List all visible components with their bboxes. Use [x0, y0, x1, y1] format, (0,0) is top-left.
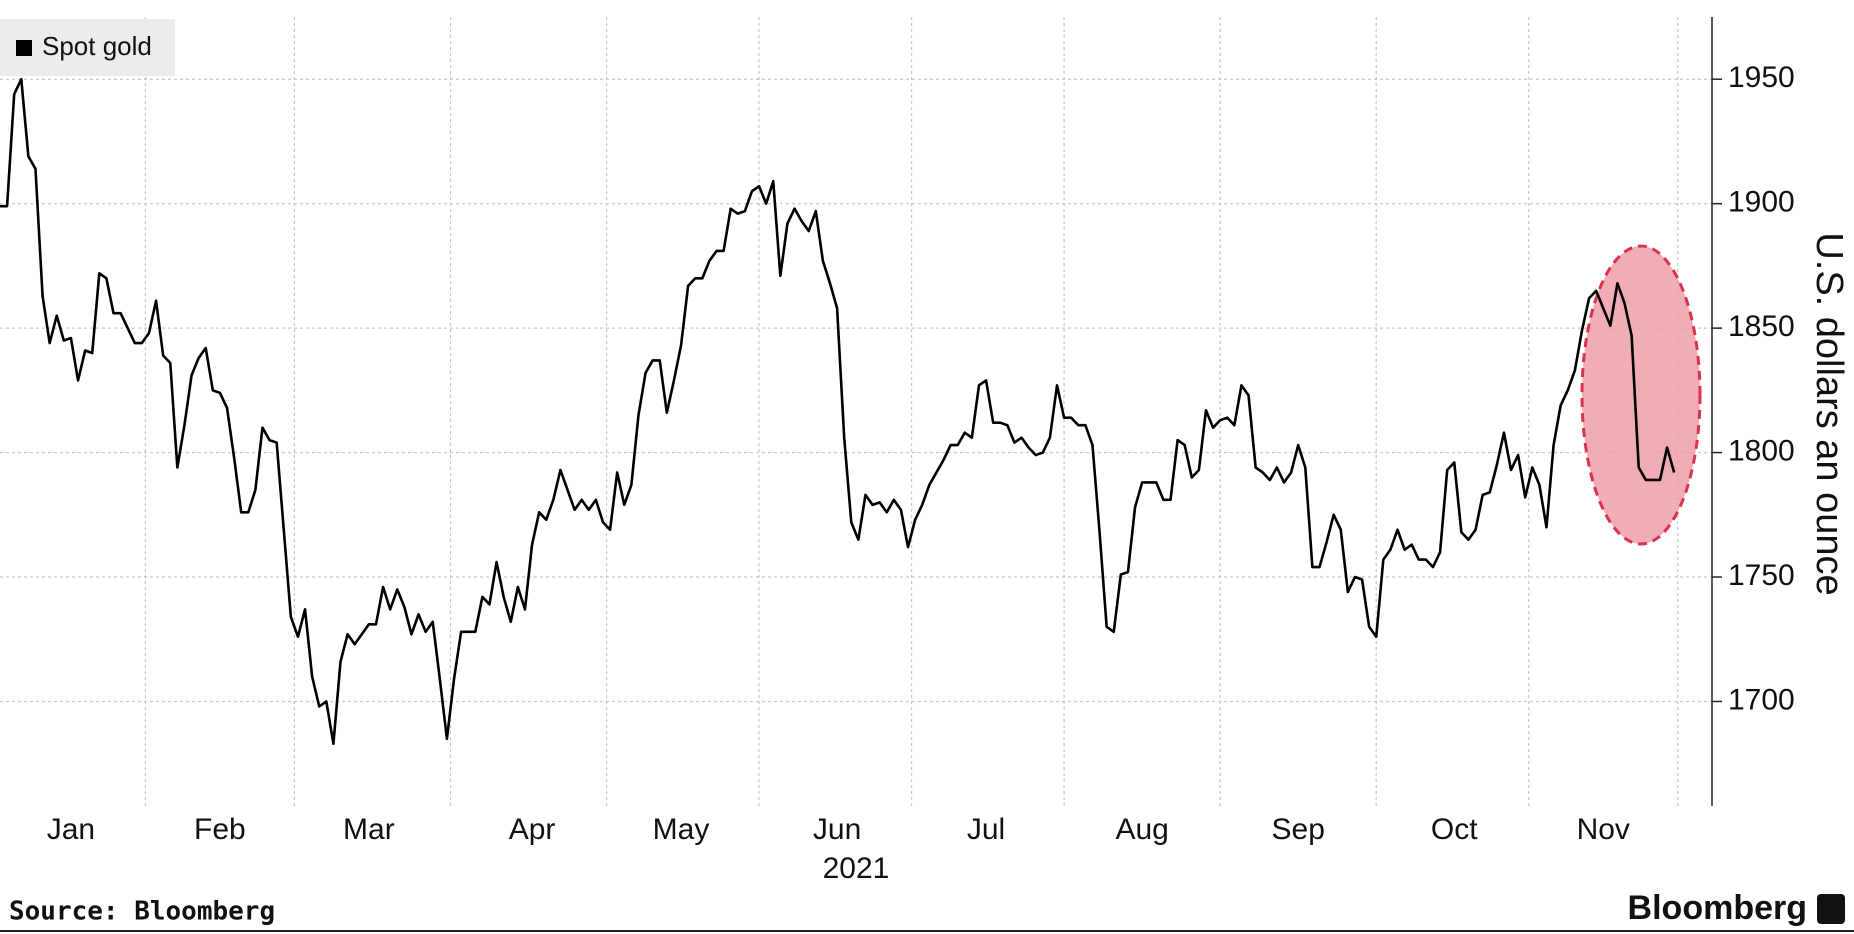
marks	[0, 77, 1676, 746]
legend-swatch	[16, 40, 32, 56]
source: Source: Bloomberg	[9, 897, 275, 927]
x-tick-label: Apr	[509, 813, 556, 846]
x-tick-label: Feb	[194, 813, 246, 846]
y-tick-label: 1750	[1728, 559, 1795, 592]
x-tick-label: Aug	[1115, 813, 1168, 846]
y-tick-label: 1700	[1728, 683, 1795, 716]
legend-label: Spot gold	[42, 31, 152, 61]
series-line	[0, 77, 1676, 746]
brand-icon	[1817, 894, 1845, 924]
x-axis-label: 2021	[823, 852, 890, 885]
x-tick-label: Nov	[1577, 813, 1630, 846]
brand: Bloomberg	[1628, 889, 1807, 927]
grid: 1700 1750 1800 1850 1900 1950 Jan Feb Mar Apr May J…	[0, 17, 1795, 846]
highlight-ellipse	[1580, 244, 1702, 546]
x-tick-label: Jul	[967, 813, 1005, 846]
x-tick-label: Jan	[47, 813, 95, 846]
x-tick-label: Oct	[1431, 813, 1478, 846]
y-tick-label: 1950	[1728, 61, 1795, 94]
x-tick-label: Sep	[1272, 813, 1325, 846]
y-tick-label: 1800	[1728, 434, 1795, 467]
x-tick-label: May	[653, 813, 710, 846]
y-tick-label: 1900	[1728, 186, 1795, 219]
x-tick-label: Jun	[813, 813, 861, 846]
y-axis-label: U.S. dollars an ounce	[1808, 232, 1850, 595]
y-tick-label: 1850	[1728, 310, 1795, 343]
x-tick-label: Mar	[343, 813, 395, 846]
